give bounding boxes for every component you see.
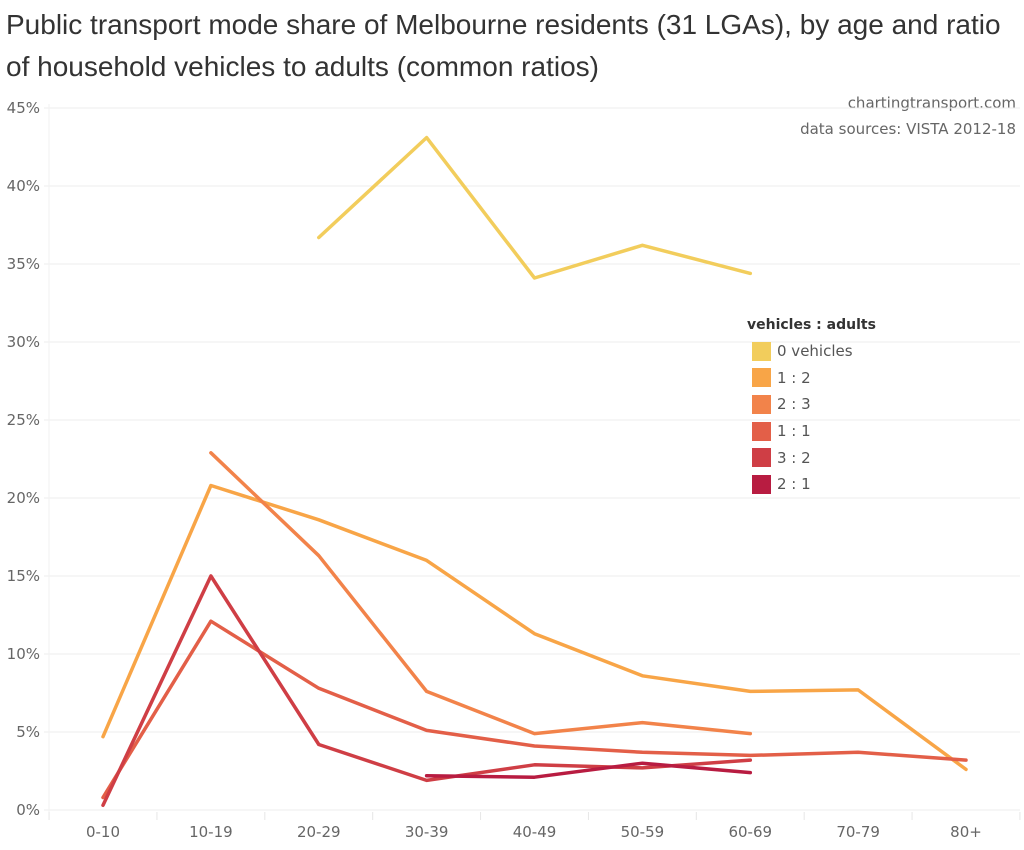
legend-title: vehicles : adults xyxy=(747,317,876,333)
x-tick-label: 0-10 xyxy=(86,823,120,841)
legend-label: 3 : 2 xyxy=(777,448,811,467)
legend-swatch xyxy=(752,368,771,388)
x-tick-label: 30-39 xyxy=(405,823,449,841)
legend-item[interactable]: 2 : 3 xyxy=(747,391,907,418)
x-tick-label: 20-29 xyxy=(297,823,341,841)
legend-swatch xyxy=(752,474,771,494)
series-line-1 xyxy=(101,483,968,772)
legend-label: 2 : 1 xyxy=(777,475,811,494)
x-tick-label: 70-79 xyxy=(836,823,880,841)
credit-data-sources: data sources: VISTA 2012-18 xyxy=(800,120,1016,138)
legend-label: 1 : 2 xyxy=(777,368,811,387)
y-tick-label: 5% xyxy=(16,723,40,741)
legend: vehicles : adults 0 vehicles 1 : 2 2 : 3 1 … xyxy=(747,314,907,498)
series-line-5 xyxy=(424,761,753,779)
y-axis: 0% 5% 10% 15% 20% 25% 30% 35% 40% 45% xyxy=(7,99,40,819)
x-tick-label: 40-49 xyxy=(513,823,557,841)
series-lines xyxy=(101,135,968,808)
x-tick-label: 10-19 xyxy=(189,823,233,841)
y-tick-label: 30% xyxy=(7,333,40,351)
legend-label: 0 vehicles xyxy=(777,342,853,361)
x-tick-label: 50-59 xyxy=(621,823,665,841)
legend-swatch xyxy=(752,341,771,361)
legend-swatch xyxy=(752,394,771,414)
x-tick-label: 60-69 xyxy=(728,823,772,841)
legend-label: 2 : 3 xyxy=(777,395,811,414)
y-tick-label: 10% xyxy=(7,645,40,663)
legend-label: 1 : 1 xyxy=(777,422,811,441)
y-tick-label: 20% xyxy=(7,489,40,507)
legend-item[interactable]: 1 : 1 xyxy=(747,418,907,445)
x-tick-label: 80+ xyxy=(950,823,982,841)
series-line-0 xyxy=(317,135,753,280)
y-tick-label: 40% xyxy=(7,177,40,195)
legend-swatch xyxy=(752,448,771,468)
series-line-4 xyxy=(101,574,753,808)
legend-item[interactable]: 3 : 2 xyxy=(747,444,907,471)
legend-item[interactable]: 1 : 2 xyxy=(747,365,907,392)
y-tick-label: 35% xyxy=(7,255,40,273)
chart-title: Public transport mode share of Melbourne… xyxy=(6,9,1001,82)
legend-item[interactable]: 2 : 1 xyxy=(747,471,907,498)
y-tick-label: 45% xyxy=(7,99,40,117)
legend-item[interactable]: 0 vehicles xyxy=(747,338,907,365)
x-axis: 0-10 10-19 20-29 30-39 40-49 50-59 60-69 70-79 8… xyxy=(48,812,1021,841)
series-line-2 xyxy=(209,451,753,736)
y-tick-label: 15% xyxy=(7,567,40,585)
series-line-3 xyxy=(101,619,968,800)
legend-swatch xyxy=(752,421,771,441)
y-tick-label: 25% xyxy=(7,411,40,429)
y-tick-label: 0% xyxy=(16,801,40,819)
